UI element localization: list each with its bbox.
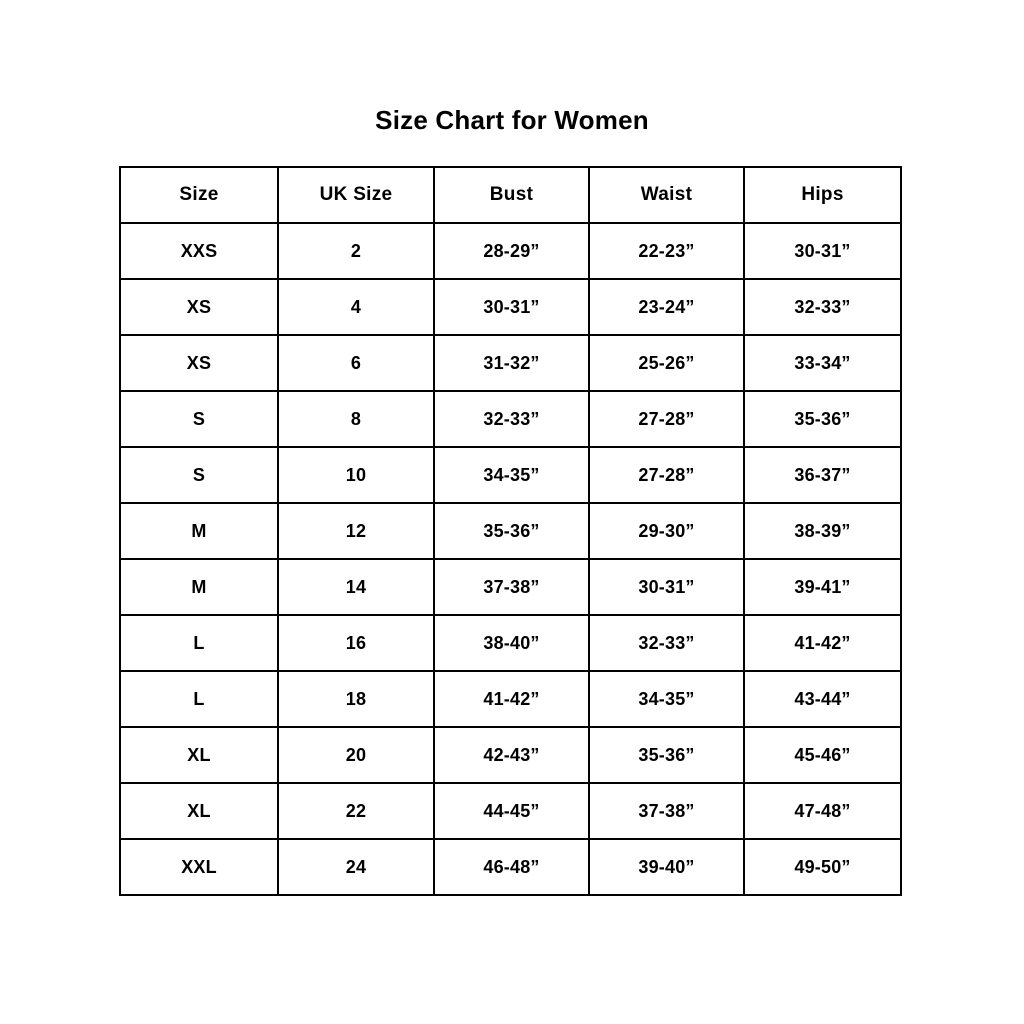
cell-size: S (119, 390, 279, 448)
table-row: XXL 24 46-48” 39-40” 49-50” (119, 838, 902, 896)
cell-hips: 41-42” (743, 614, 902, 672)
cell-size: XS (119, 334, 279, 392)
cell-hips: 30-31” (743, 222, 902, 280)
cell-waist: 35-36” (588, 726, 745, 784)
cell-bust: 37-38” (433, 558, 590, 616)
table-row: XL 22 44-45” 37-38” 47-48” (119, 782, 902, 840)
cell-size: L (119, 670, 279, 728)
cell-hips: 36-37” (743, 446, 902, 504)
page-title: Size Chart for Women (375, 105, 649, 135)
cell-waist: 32-33” (588, 614, 745, 672)
cell-size: XL (119, 782, 279, 840)
cell-hips: 32-33” (743, 278, 902, 336)
table-row: XS 4 30-31” 23-24” 32-33” (119, 278, 902, 336)
cell-size: XL (119, 726, 279, 784)
cell-waist: 27-28” (588, 390, 745, 448)
column-header-waist: Waist (588, 166, 745, 224)
table-row: S 10 34-35” 27-28” 36-37” (119, 446, 902, 504)
cell-bust: 31-32” (433, 334, 590, 392)
column-header-uk-size: UK Size (277, 166, 435, 224)
cell-waist: 34-35” (588, 670, 745, 728)
cell-uk-size: 20 (277, 726, 435, 784)
cell-bust: 34-35” (433, 446, 590, 504)
cell-waist: 25-26” (588, 334, 745, 392)
cell-hips: 45-46” (743, 726, 902, 784)
cell-hips: 49-50” (743, 838, 902, 896)
cell-waist: 27-28” (588, 446, 745, 504)
size-chart-table: Size UK Size Bust Waist Hips XXS 2 28-29” 2… (119, 166, 902, 896)
cell-hips: 38-39” (743, 502, 902, 560)
cell-bust: 35-36” (433, 502, 590, 560)
table-body: XXS 2 28-29” 22-23” 30-31” XS 4 30-31” 23-24” 32-… (119, 222, 902, 896)
cell-uk-size: 10 (277, 446, 435, 504)
cell-hips: 43-44” (743, 670, 902, 728)
cell-bust: 41-42” (433, 670, 590, 728)
column-header-size: Size (119, 166, 279, 224)
cell-size: S (119, 446, 279, 504)
table-header: Size UK Size Bust Waist Hips (119, 166, 902, 224)
cell-bust: 42-43” (433, 726, 590, 784)
column-header-hips: Hips (743, 166, 902, 224)
cell-waist: 30-31” (588, 558, 745, 616)
cell-uk-size: 16 (277, 614, 435, 672)
table-row: L 18 41-42” 34-35” 43-44” (119, 670, 902, 728)
table-row: S 8 32-33” 27-28” 35-36” (119, 390, 902, 448)
cell-waist: 22-23” (588, 222, 745, 280)
table-header-row: Size UK Size Bust Waist Hips (119, 166, 902, 224)
cell-hips: 35-36” (743, 390, 902, 448)
cell-size: XXS (119, 222, 279, 280)
cell-bust: 28-29” (433, 222, 590, 280)
cell-bust: 38-40” (433, 614, 590, 672)
column-header-bust: Bust (433, 166, 590, 224)
cell-bust: 44-45” (433, 782, 590, 840)
cell-uk-size: 22 (277, 782, 435, 840)
table-row: M 14 37-38” 30-31” 39-41” (119, 558, 902, 616)
cell-uk-size: 24 (277, 838, 435, 896)
cell-waist: 37-38” (588, 782, 745, 840)
cell-uk-size: 6 (277, 334, 435, 392)
cell-size: M (119, 558, 279, 616)
cell-size: M (119, 502, 279, 560)
table-row: XS 6 31-32” 25-26” 33-34” (119, 334, 902, 392)
cell-uk-size: 2 (277, 222, 435, 280)
cell-uk-size: 18 (277, 670, 435, 728)
cell-size: L (119, 614, 279, 672)
cell-bust: 32-33” (433, 390, 590, 448)
cell-hips: 39-41” (743, 558, 902, 616)
table-row: XL 20 42-43” 35-36” 45-46” (119, 726, 902, 784)
size-chart-table-container: Size UK Size Bust Waist Hips XXS 2 28-29” 2… (119, 166, 902, 896)
table-row: XXS 2 28-29” 22-23” 30-31” (119, 222, 902, 280)
cell-size: XS (119, 278, 279, 336)
table-row: L 16 38-40” 32-33” 41-42” (119, 614, 902, 672)
cell-uk-size: 14 (277, 558, 435, 616)
cell-uk-size: 4 (277, 278, 435, 336)
cell-uk-size: 12 (277, 502, 435, 560)
cell-uk-size: 8 (277, 390, 435, 448)
cell-waist: 23-24” (588, 278, 745, 336)
cell-waist: 39-40” (588, 838, 745, 896)
cell-bust: 30-31” (433, 278, 590, 336)
cell-hips: 33-34” (743, 334, 902, 392)
cell-size: XXL (119, 838, 279, 896)
cell-hips: 47-48” (743, 782, 902, 840)
cell-bust: 46-48” (433, 838, 590, 896)
table-row: M 12 35-36” 29-30” 38-39” (119, 502, 902, 560)
cell-waist: 29-30” (588, 502, 745, 560)
